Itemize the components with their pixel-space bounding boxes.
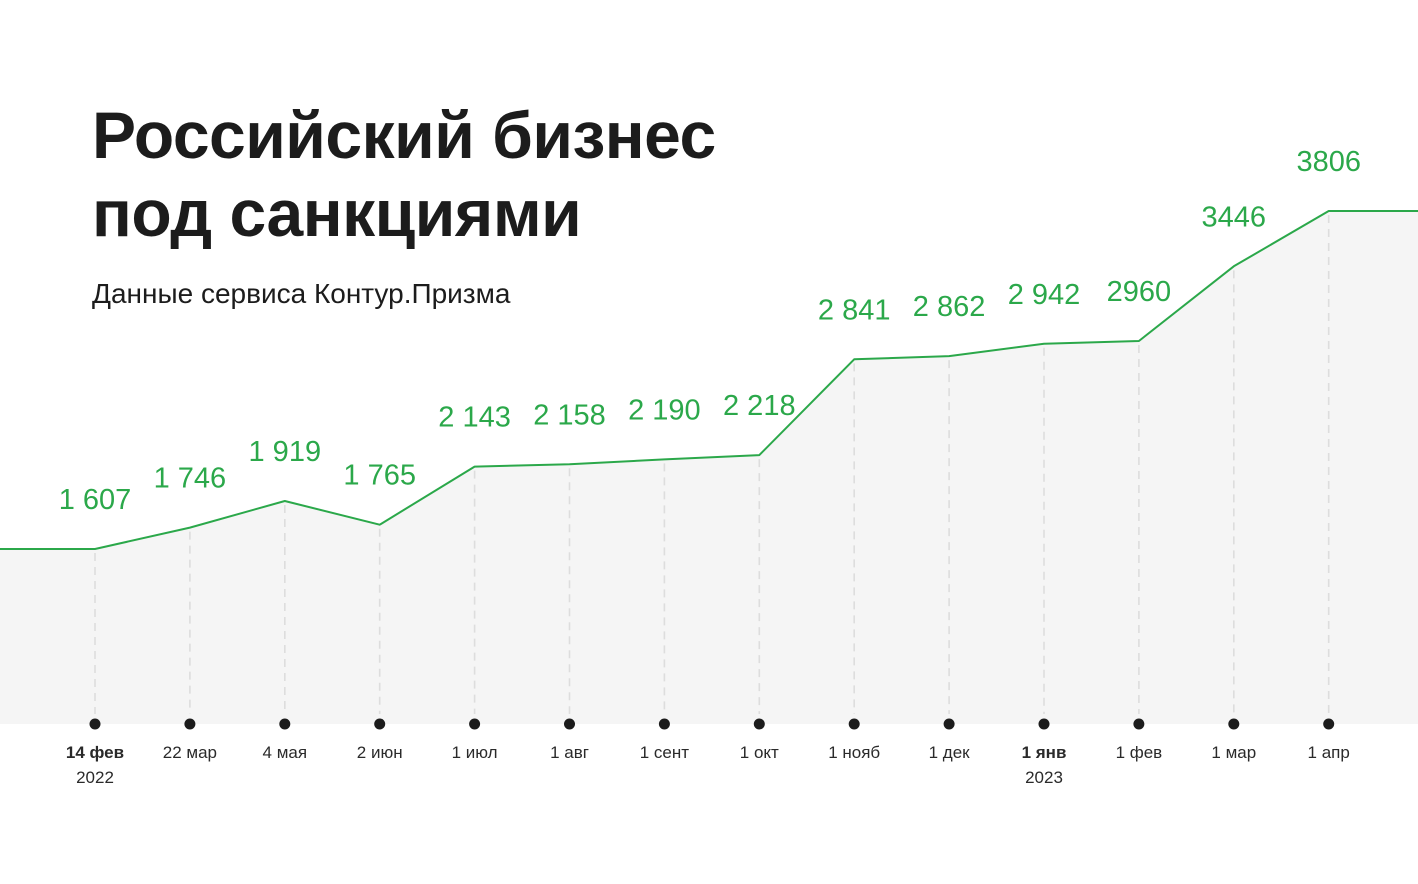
area-fill bbox=[0, 211, 1418, 724]
x-tick-year-label: 2022 bbox=[76, 768, 114, 787]
axis-dot bbox=[89, 718, 101, 730]
data-label: 1 765 bbox=[343, 460, 416, 492]
data-label: 3446 bbox=[1202, 201, 1267, 233]
chart-title: Российский бизнес под санкциями bbox=[92, 96, 716, 252]
data-label: 1 607 bbox=[59, 484, 132, 516]
axis-dot bbox=[1228, 718, 1240, 730]
axis-dot bbox=[658, 718, 670, 730]
data-label: 2 190 bbox=[628, 394, 701, 426]
x-tick-label: 1 окт bbox=[740, 743, 779, 762]
axis-dot bbox=[943, 718, 955, 730]
x-tick-label: 1 июл bbox=[452, 743, 498, 762]
x-tick-label: 1 апр bbox=[1308, 743, 1350, 762]
chart-title-line-2: под санкциями bbox=[92, 176, 582, 250]
x-tick-label: 1 мар bbox=[1211, 743, 1256, 762]
x-tick-label: 1 сент bbox=[640, 743, 690, 762]
data-label: 3806 bbox=[1296, 146, 1361, 178]
axis-dot bbox=[564, 718, 575, 730]
chart-title-line-1: Российский бизнес bbox=[92, 98, 716, 172]
axis-dot bbox=[1323, 718, 1335, 730]
x-tick-label: 4 мая bbox=[263, 743, 308, 762]
x-tick-label: 2 июн bbox=[357, 743, 403, 762]
data-label: 2 862 bbox=[913, 291, 986, 323]
x-tick-label: 22 мар bbox=[163, 743, 217, 762]
chart-subtitle: Данные сервиса Контур.Призма bbox=[92, 278, 511, 309]
x-tick-label: 14 фев bbox=[66, 743, 124, 762]
x-tick-year-label: 2023 bbox=[1025, 768, 1063, 787]
axis-dot bbox=[279, 718, 291, 730]
data-label: 2 143 bbox=[438, 402, 511, 434]
x-tick-label: 1 фев bbox=[1116, 743, 1163, 762]
axis-dot bbox=[848, 718, 860, 730]
series-line bbox=[0, 210, 1418, 550]
axis-dot bbox=[1133, 718, 1145, 730]
x-tick-label: 1 дек bbox=[929, 743, 971, 762]
data-label: 2 218 bbox=[723, 390, 796, 422]
data-label: 2 841 bbox=[818, 294, 891, 326]
axis-dot bbox=[753, 718, 765, 730]
axis-dot bbox=[469, 718, 481, 730]
axis-dot bbox=[374, 718, 386, 730]
axis-dot bbox=[1038, 718, 1050, 730]
axis-dot bbox=[184, 718, 196, 730]
data-label: 1 919 bbox=[249, 436, 322, 468]
data-label: 2 942 bbox=[1008, 279, 1081, 311]
data-label: 2960 bbox=[1107, 276, 1172, 308]
data-label: 2 158 bbox=[533, 399, 606, 431]
data-label: 1 746 bbox=[154, 463, 227, 495]
x-tick-label: 1 авг bbox=[550, 743, 589, 762]
x-tick-label: 1 нояб bbox=[828, 743, 880, 762]
x-tick-label: 1 янв bbox=[1022, 743, 1067, 762]
